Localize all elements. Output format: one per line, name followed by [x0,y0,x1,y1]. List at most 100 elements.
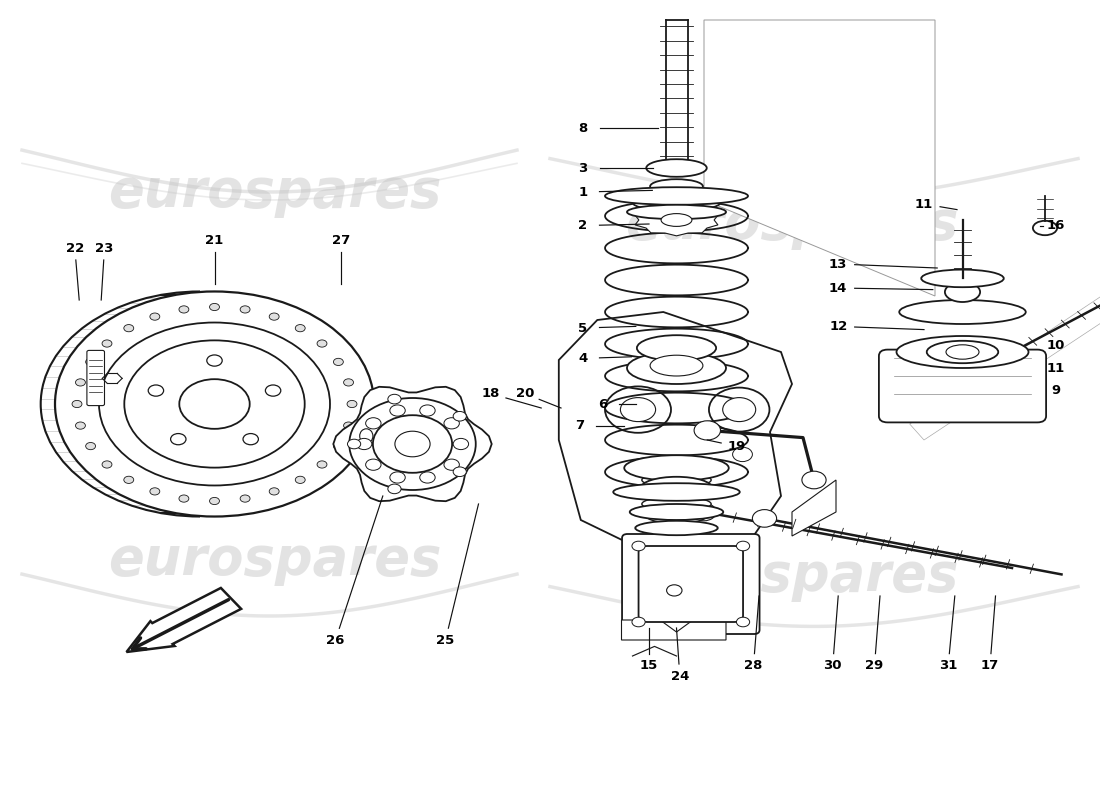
Ellipse shape [365,418,381,429]
Ellipse shape [900,300,1025,324]
Ellipse shape [631,617,646,627]
Ellipse shape [625,455,728,481]
Text: 28: 28 [745,659,762,672]
Ellipse shape [240,495,250,502]
Ellipse shape [642,497,711,511]
Ellipse shape [420,405,436,416]
Ellipse shape [360,429,373,443]
Ellipse shape [348,439,361,449]
Polygon shape [559,312,792,544]
Ellipse shape [752,510,777,527]
Ellipse shape [179,379,250,429]
Ellipse shape [723,398,756,422]
Text: 17: 17 [981,659,999,672]
Ellipse shape [605,187,748,205]
Ellipse shape [632,194,721,211]
Text: 22: 22 [66,242,84,254]
Polygon shape [635,204,718,236]
Ellipse shape [86,358,96,366]
Ellipse shape [240,306,250,313]
Ellipse shape [348,400,356,408]
Text: 18: 18 [482,387,499,400]
Ellipse shape [150,488,160,495]
Text: 21: 21 [206,234,223,246]
Ellipse shape [209,498,219,505]
Ellipse shape [945,282,980,302]
Polygon shape [621,620,726,640]
Ellipse shape [926,341,999,363]
Ellipse shape [179,495,189,502]
Ellipse shape [1033,221,1057,235]
Ellipse shape [207,355,222,366]
Ellipse shape [148,385,164,396]
Ellipse shape [209,303,219,310]
Ellipse shape [170,434,186,445]
Text: 27: 27 [332,234,350,246]
Ellipse shape [295,476,305,483]
Ellipse shape [650,179,703,194]
Text: 8: 8 [579,122,587,134]
Ellipse shape [124,476,134,483]
Text: 25: 25 [437,634,454,646]
Text: 11: 11 [915,198,933,210]
Ellipse shape [737,541,750,550]
Ellipse shape [453,411,466,421]
Ellipse shape [737,617,750,627]
Text: 13: 13 [829,258,847,270]
Ellipse shape [243,434,258,445]
Ellipse shape [317,340,327,347]
Ellipse shape [946,345,979,359]
Ellipse shape [270,313,279,320]
Ellipse shape [605,386,671,433]
Ellipse shape [388,484,401,494]
Ellipse shape [389,472,405,483]
Ellipse shape [647,485,706,499]
Text: 24: 24 [671,670,689,682]
Polygon shape [792,480,836,536]
Ellipse shape [647,159,706,177]
Ellipse shape [694,421,720,440]
Ellipse shape [692,503,716,521]
Text: 3: 3 [579,162,587,174]
Ellipse shape [640,477,713,499]
Ellipse shape [150,313,160,320]
Ellipse shape [76,379,86,386]
Bar [200,330,312,478]
Text: 30: 30 [824,659,842,672]
Ellipse shape [102,461,112,468]
Ellipse shape [620,398,656,422]
Ellipse shape [631,541,646,550]
Ellipse shape [636,521,717,535]
Ellipse shape [444,459,460,470]
Text: 26: 26 [327,634,344,646]
Text: 5: 5 [579,322,587,334]
Ellipse shape [86,442,96,450]
Ellipse shape [647,461,706,475]
Ellipse shape [453,467,466,477]
Ellipse shape [802,471,826,489]
Text: 4: 4 [579,352,587,365]
Ellipse shape [350,398,475,490]
Text: 23: 23 [96,242,113,254]
Ellipse shape [99,322,330,486]
Ellipse shape [55,291,374,517]
Ellipse shape [629,504,724,520]
Text: 6: 6 [598,398,607,410]
Ellipse shape [333,442,343,450]
Ellipse shape [444,418,460,429]
Text: 31: 31 [939,659,957,672]
Text: 9: 9 [1052,384,1060,397]
Text: 2: 2 [579,219,587,232]
Ellipse shape [73,400,82,408]
Ellipse shape [667,585,682,596]
Ellipse shape [614,483,739,501]
Ellipse shape [124,340,305,468]
Ellipse shape [179,306,189,313]
Text: 20: 20 [516,387,534,400]
Ellipse shape [637,335,716,361]
Text: 11: 11 [1047,362,1065,374]
Text: eurospares: eurospares [625,198,959,250]
Text: eurospares: eurospares [108,166,442,218]
Ellipse shape [373,415,452,473]
Ellipse shape [343,379,353,386]
